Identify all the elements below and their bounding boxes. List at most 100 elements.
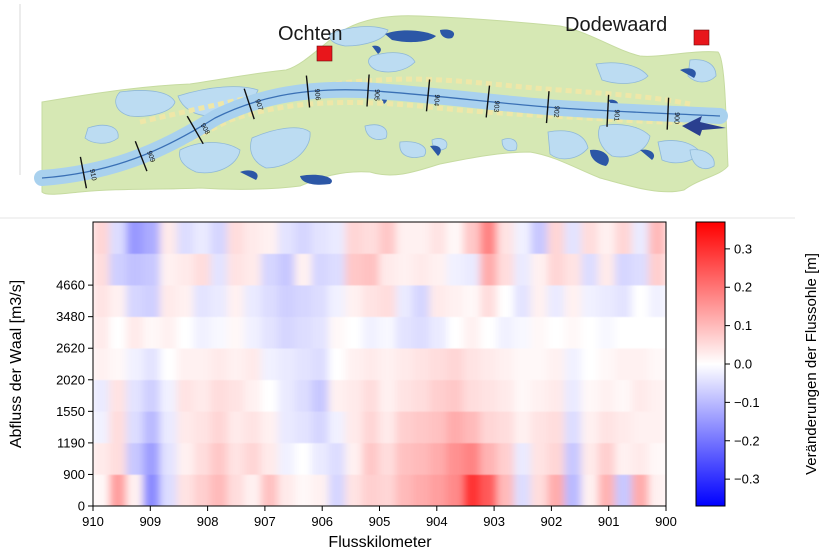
km-marker-label: 902 [552, 106, 560, 118]
heatmap-cell [93, 316, 111, 349]
km-marker-line [545, 91, 550, 124]
heatmap-cell [429, 316, 448, 349]
heatmap-cell [109, 253, 128, 286]
x-tick-label: 906 [311, 514, 333, 529]
heatmap-cell [126, 347, 145, 381]
heatmap-cell [429, 284, 448, 317]
heatmap-cell [379, 474, 397, 506]
heatmap-cell [614, 284, 633, 317]
km-marker-label: 905 [372, 89, 380, 101]
heatmap-cell [244, 347, 263, 381]
heatmap-cell [311, 379, 330, 412]
heatmap-cell [143, 442, 161, 475]
heatmap-cell [412, 316, 431, 349]
heatmap-cell [244, 442, 263, 475]
heatmap-cell [193, 442, 212, 475]
heatmap-cell [463, 347, 482, 381]
heatmap-cell [294, 442, 313, 475]
heatmap-cell [412, 222, 431, 254]
heatmap-cell [311, 474, 330, 506]
heatmap-cell [530, 379, 549, 412]
heatmap-cell [159, 284, 178, 317]
heatmap-cell [311, 284, 330, 317]
heatmap-cell [614, 411, 633, 444]
heatmap-cell [631, 474, 650, 506]
heatmap-cell [193, 253, 212, 286]
heatmap-cell [362, 316, 380, 349]
heatmap-cell [345, 442, 364, 475]
heatmap-cell [159, 474, 178, 506]
heatmap-cell [210, 347, 229, 381]
heatmap-cell [227, 474, 246, 506]
heatmap-cell [395, 411, 414, 444]
y-tick-label: 1550 [56, 404, 85, 419]
x-tick-label: 900 [655, 514, 677, 529]
heatmap-cell [244, 379, 263, 412]
heatmap-cell [648, 442, 666, 475]
heatmap-cell [109, 379, 128, 412]
heatmap-cell [210, 284, 229, 317]
heatmap-cell [328, 442, 347, 475]
x-tick-label: 902 [541, 514, 563, 529]
heatmap-cell [530, 411, 549, 444]
heatmap-cell [395, 442, 414, 475]
heatmap-cell [311, 411, 330, 444]
heatmap-cell [429, 253, 448, 286]
heatmap-cell [581, 442, 600, 475]
heatmap-cell [631, 442, 650, 475]
heatmap-cell [614, 379, 633, 412]
heatmap-cell [311, 222, 330, 254]
heatmap-cell [564, 222, 583, 254]
heatmap-cell [648, 316, 666, 349]
heatmap-cell [345, 253, 364, 286]
heatmap-cell [429, 474, 448, 506]
heatmap-cell [227, 411, 246, 444]
y-tick-label: 3480 [56, 309, 85, 324]
heatmap-cell [244, 474, 263, 506]
heatmap-cell [513, 222, 532, 254]
x-axis-ticks: 910 909 908 907 906 905 904 903 902 901 900 [82, 506, 677, 529]
beach-strip-north [139, 76, 691, 125]
heatmap-cell [496, 347, 515, 381]
heatmap-cell [648, 284, 666, 317]
heatmap-cell [176, 347, 195, 381]
heatmap-cell [496, 284, 515, 317]
heatmap-cell [480, 379, 498, 412]
heatmap-cell [345, 284, 364, 317]
heatmap-cell [379, 316, 397, 349]
heatmap-cell [143, 379, 161, 412]
heatmap-cell [446, 222, 465, 254]
heatmap-cell [513, 474, 532, 506]
colorbar-tick-label: −0.1 [734, 395, 760, 410]
x-tick-label: 910 [82, 514, 104, 529]
heatmap-cell [631, 253, 650, 286]
heatmap-cell [446, 284, 465, 317]
heatmap-cell [463, 284, 482, 317]
heatmap-cell [480, 284, 498, 317]
heatmap-cell [547, 411, 566, 444]
town-dodewaard: Dodewaard [565, 14, 710, 46]
heatmap-cell [463, 222, 482, 254]
heatmap-cell [598, 411, 616, 444]
heatmap-cell [496, 222, 515, 254]
heatmap-cell [530, 347, 549, 381]
heatmap-cell [193, 411, 212, 444]
heatmap-cell [530, 474, 549, 506]
heatmap-cell [109, 316, 128, 349]
heatmap-cell [126, 253, 145, 286]
heatmap-cell [294, 379, 313, 412]
y-tick-label: 4660 [56, 278, 85, 293]
colorbar-tick-label: 0.3 [734, 241, 752, 256]
x-axis-label: Flusskilometer [328, 534, 432, 551]
heatmap-cells [93, 222, 666, 506]
heatmap-cell [446, 347, 465, 381]
heatmap-cell [193, 347, 212, 381]
heatmap-cell [480, 442, 498, 475]
heatmap-cell [648, 253, 666, 286]
heatmap-cell [564, 379, 583, 412]
heatmap-cell [463, 442, 482, 475]
heatmap-cell [362, 222, 380, 254]
heatmap-cell [614, 347, 633, 381]
heatmap-cell [598, 379, 616, 412]
